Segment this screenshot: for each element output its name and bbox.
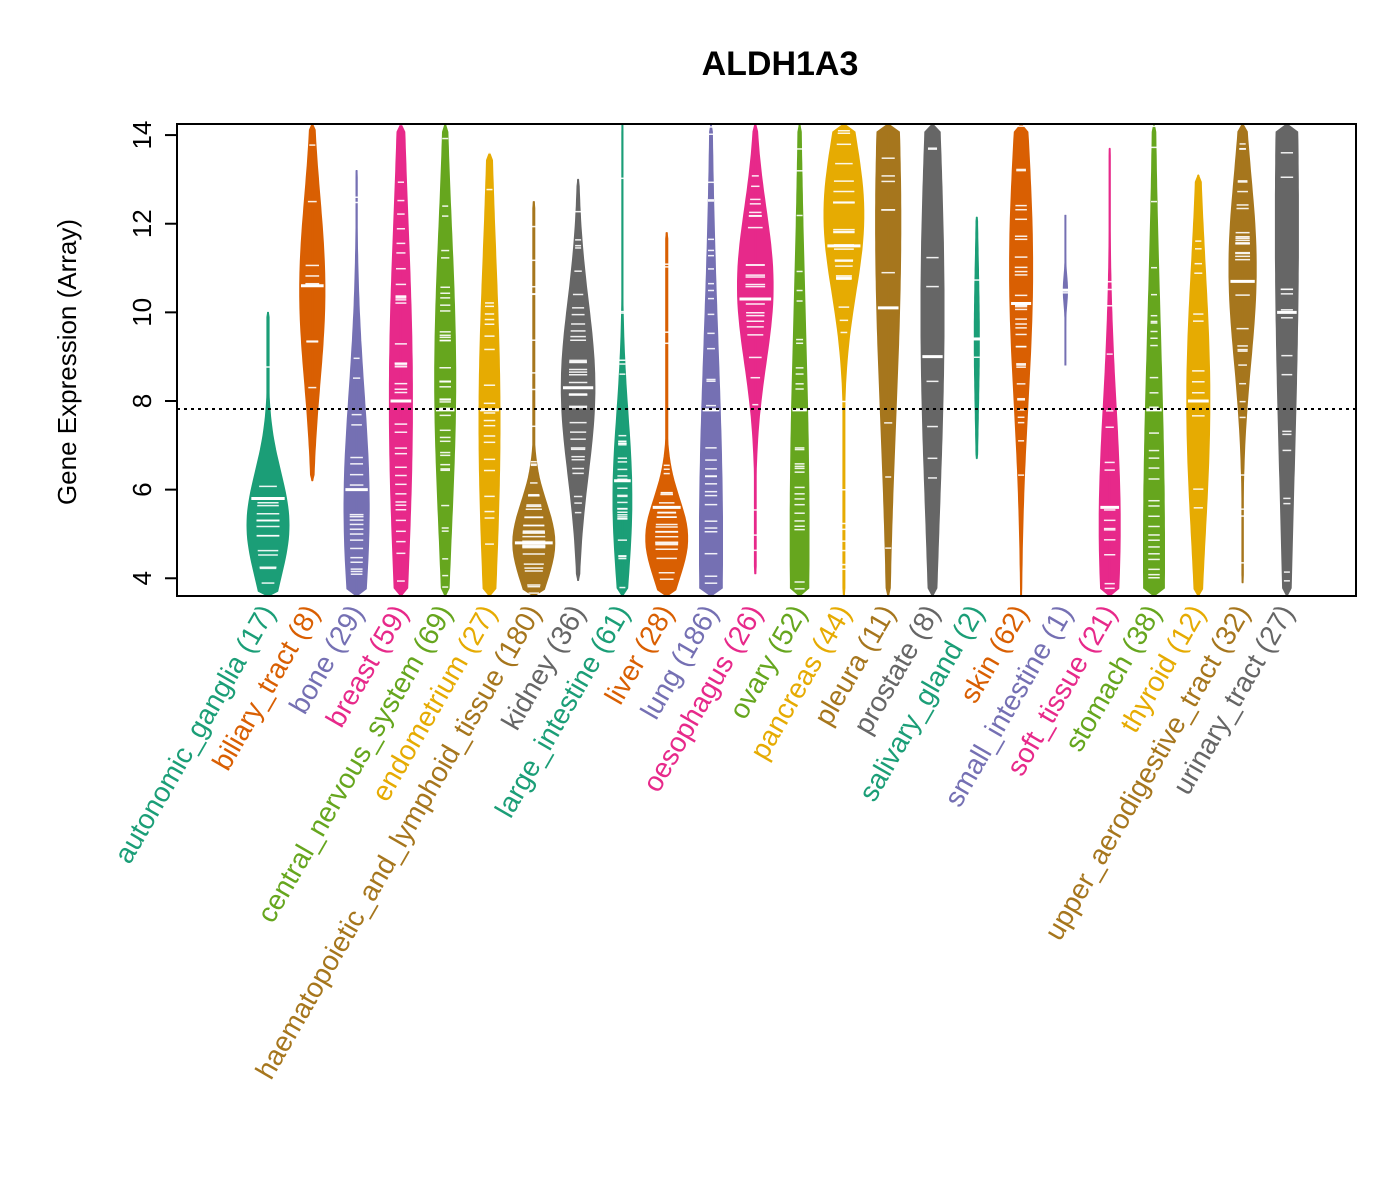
violin-autonomic_ganglia [246,311,290,597]
violin-soft_tissue [1098,147,1121,597]
y-tick-label: 10 [127,298,157,327]
violin-central_nervous_system [434,123,457,597]
violin-skin [1009,123,1034,597]
violin-stomach [1143,123,1165,597]
violin-bone [343,170,370,597]
violin-pancreas [823,123,865,597]
y-axis: 4 6 8 10 12 14 [127,121,178,586]
violin-biliary_tract [299,123,326,482]
x-axis-labels: autonomic_ganglia (17)biliary_tract (8)b… [108,600,1300,1085]
y-axis-label: Gene Expression (Array) [52,219,82,505]
chart-title: ALDH1A3 [702,45,859,83]
violin-small_intestine [1060,214,1071,366]
violin-haematopoietic_and_lymphoid_tissue [512,201,556,597]
violin-pleura [875,123,902,597]
violin-lung [699,123,723,597]
violin-endometrium [478,152,501,597]
violin-prostate [920,123,945,597]
violin-upper_aerodigestive_tract [1228,123,1257,584]
violin-breast [388,123,413,597]
violin-kidney [560,178,596,581]
violin-large_intestine [612,123,633,597]
y-tick-label: 14 [127,121,157,150]
y-tick-label: 4 [127,571,157,585]
violin-thyroid [1186,174,1211,597]
violin-salivary_gland [971,216,982,460]
violin-ovary [789,123,810,597]
y-tick-label: 12 [127,209,157,238]
violin-liver [645,232,689,597]
y-tick-label: 6 [127,482,157,496]
y-tick-label: 8 [127,394,157,408]
violin-urinary_tract [1274,123,1299,597]
violin-oesophagus [737,123,774,575]
violins [246,123,1299,597]
